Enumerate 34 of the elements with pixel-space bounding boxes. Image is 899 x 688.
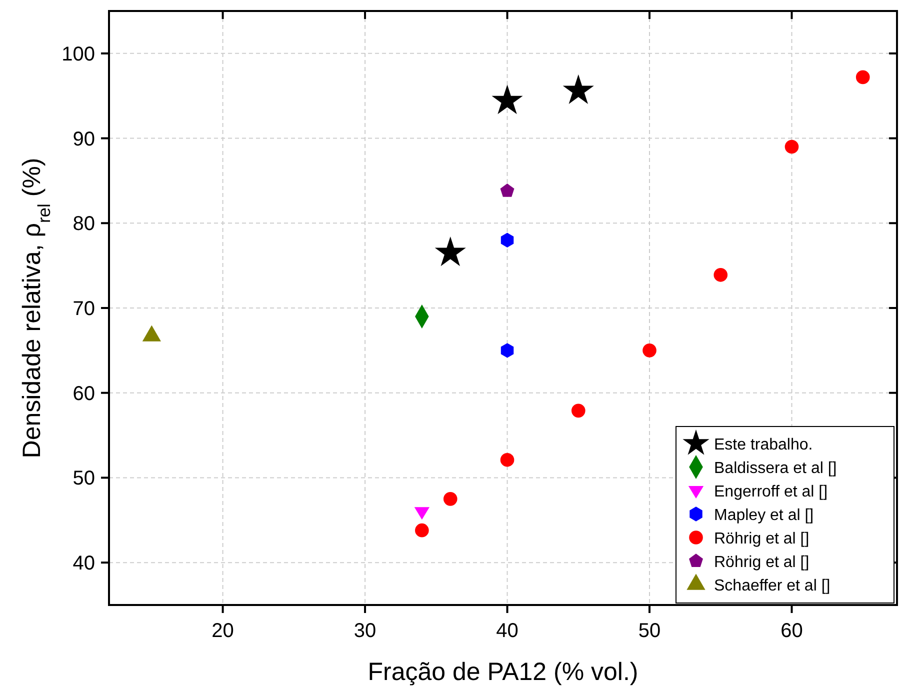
point [784, 140, 799, 154]
legend-label: Engerroff et al [] [714, 484, 828, 500]
y-tick-label: 80 [72, 213, 95, 236]
point [500, 453, 514, 467]
x-tick-label: 60 [780, 620, 803, 642]
point [492, 84, 523, 114]
point [500, 184, 514, 197]
point [714, 268, 728, 282]
y-tick-label: 60 [72, 382, 95, 405]
point [434, 236, 466, 266]
point [571, 404, 586, 418]
y-tick-label: 40 [72, 552, 95, 575]
point [562, 74, 594, 104]
legend-label: Baldissera et al [] [714, 460, 837, 477]
legend-label: Röhrig et al [] [714, 554, 810, 571]
legend-label: Este trabalho. [714, 436, 813, 454]
point [642, 344, 656, 358]
x-tick-label: 20 [212, 620, 234, 642]
point [415, 523, 429, 538]
y-tick-label: 90 [72, 128, 95, 150]
x-tick-label: 50 [638, 620, 661, 642]
point [856, 70, 870, 84]
point [443, 492, 458, 506]
x-tick-label: 30 [354, 620, 376, 642]
y-tick-label: 100 [62, 43, 95, 66]
point [500, 343, 514, 358]
point [500, 232, 514, 248]
legend-label: Schaeffer et al [] [714, 578, 830, 594]
legend-label: Röhrig et al [] [714, 530, 810, 548]
y-tick-label: 50 [72, 468, 95, 490]
x-tick-label: 40 [496, 620, 518, 642]
x-axis-title: Fração de PA12 (% vol.) [368, 658, 638, 686]
legend-label: Mapley et al [] [714, 507, 814, 524]
y-tick-label: 70 [72, 298, 95, 320]
